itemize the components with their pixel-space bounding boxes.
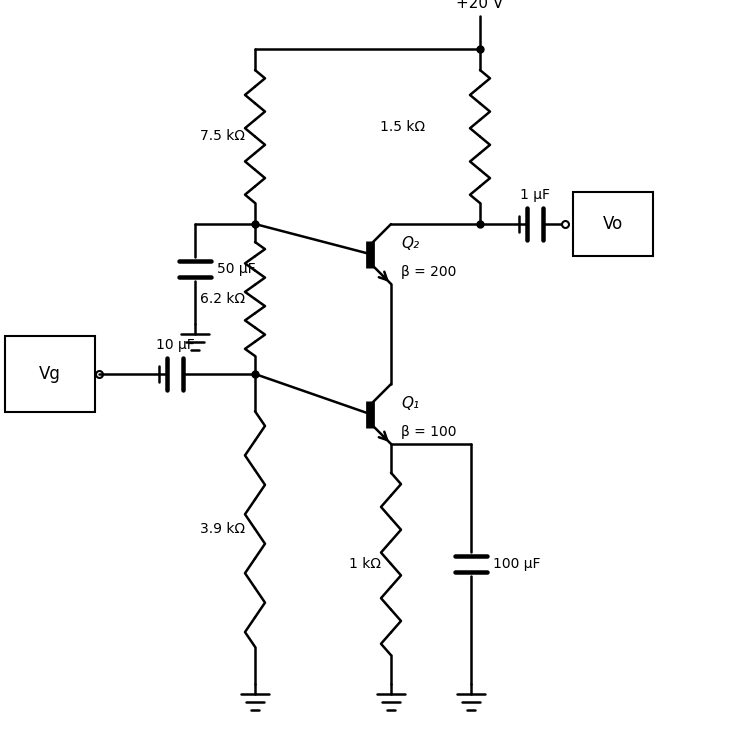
Text: 1 kΩ: 1 kΩ [349,557,381,571]
Text: Q₁: Q₁ [401,397,419,411]
Text: Vo: Vo [603,215,623,233]
Text: 10 μF: 10 μF [156,338,194,352]
Text: 1.5 kΩ: 1.5 kΩ [380,120,425,133]
Text: 1 μF: 1 μF [520,188,550,202]
Text: +20 V: +20 V [456,0,503,11]
Text: 6.2 kΩ: 6.2 kΩ [200,292,245,306]
Text: 100 μF: 100 μF [493,557,540,571]
Text: β = 100: β = 100 [401,425,457,439]
Text: β = 200: β = 200 [401,265,456,279]
Text: Q₂: Q₂ [401,237,419,251]
Text: Vg: Vg [39,365,61,383]
Text: 50 μF: 50 μF [217,262,255,276]
Text: 7.5 kΩ: 7.5 kΩ [200,129,245,144]
FancyBboxPatch shape [5,336,95,412]
FancyBboxPatch shape [573,192,653,256]
Text: 3.9 kΩ: 3.9 kΩ [200,522,245,536]
